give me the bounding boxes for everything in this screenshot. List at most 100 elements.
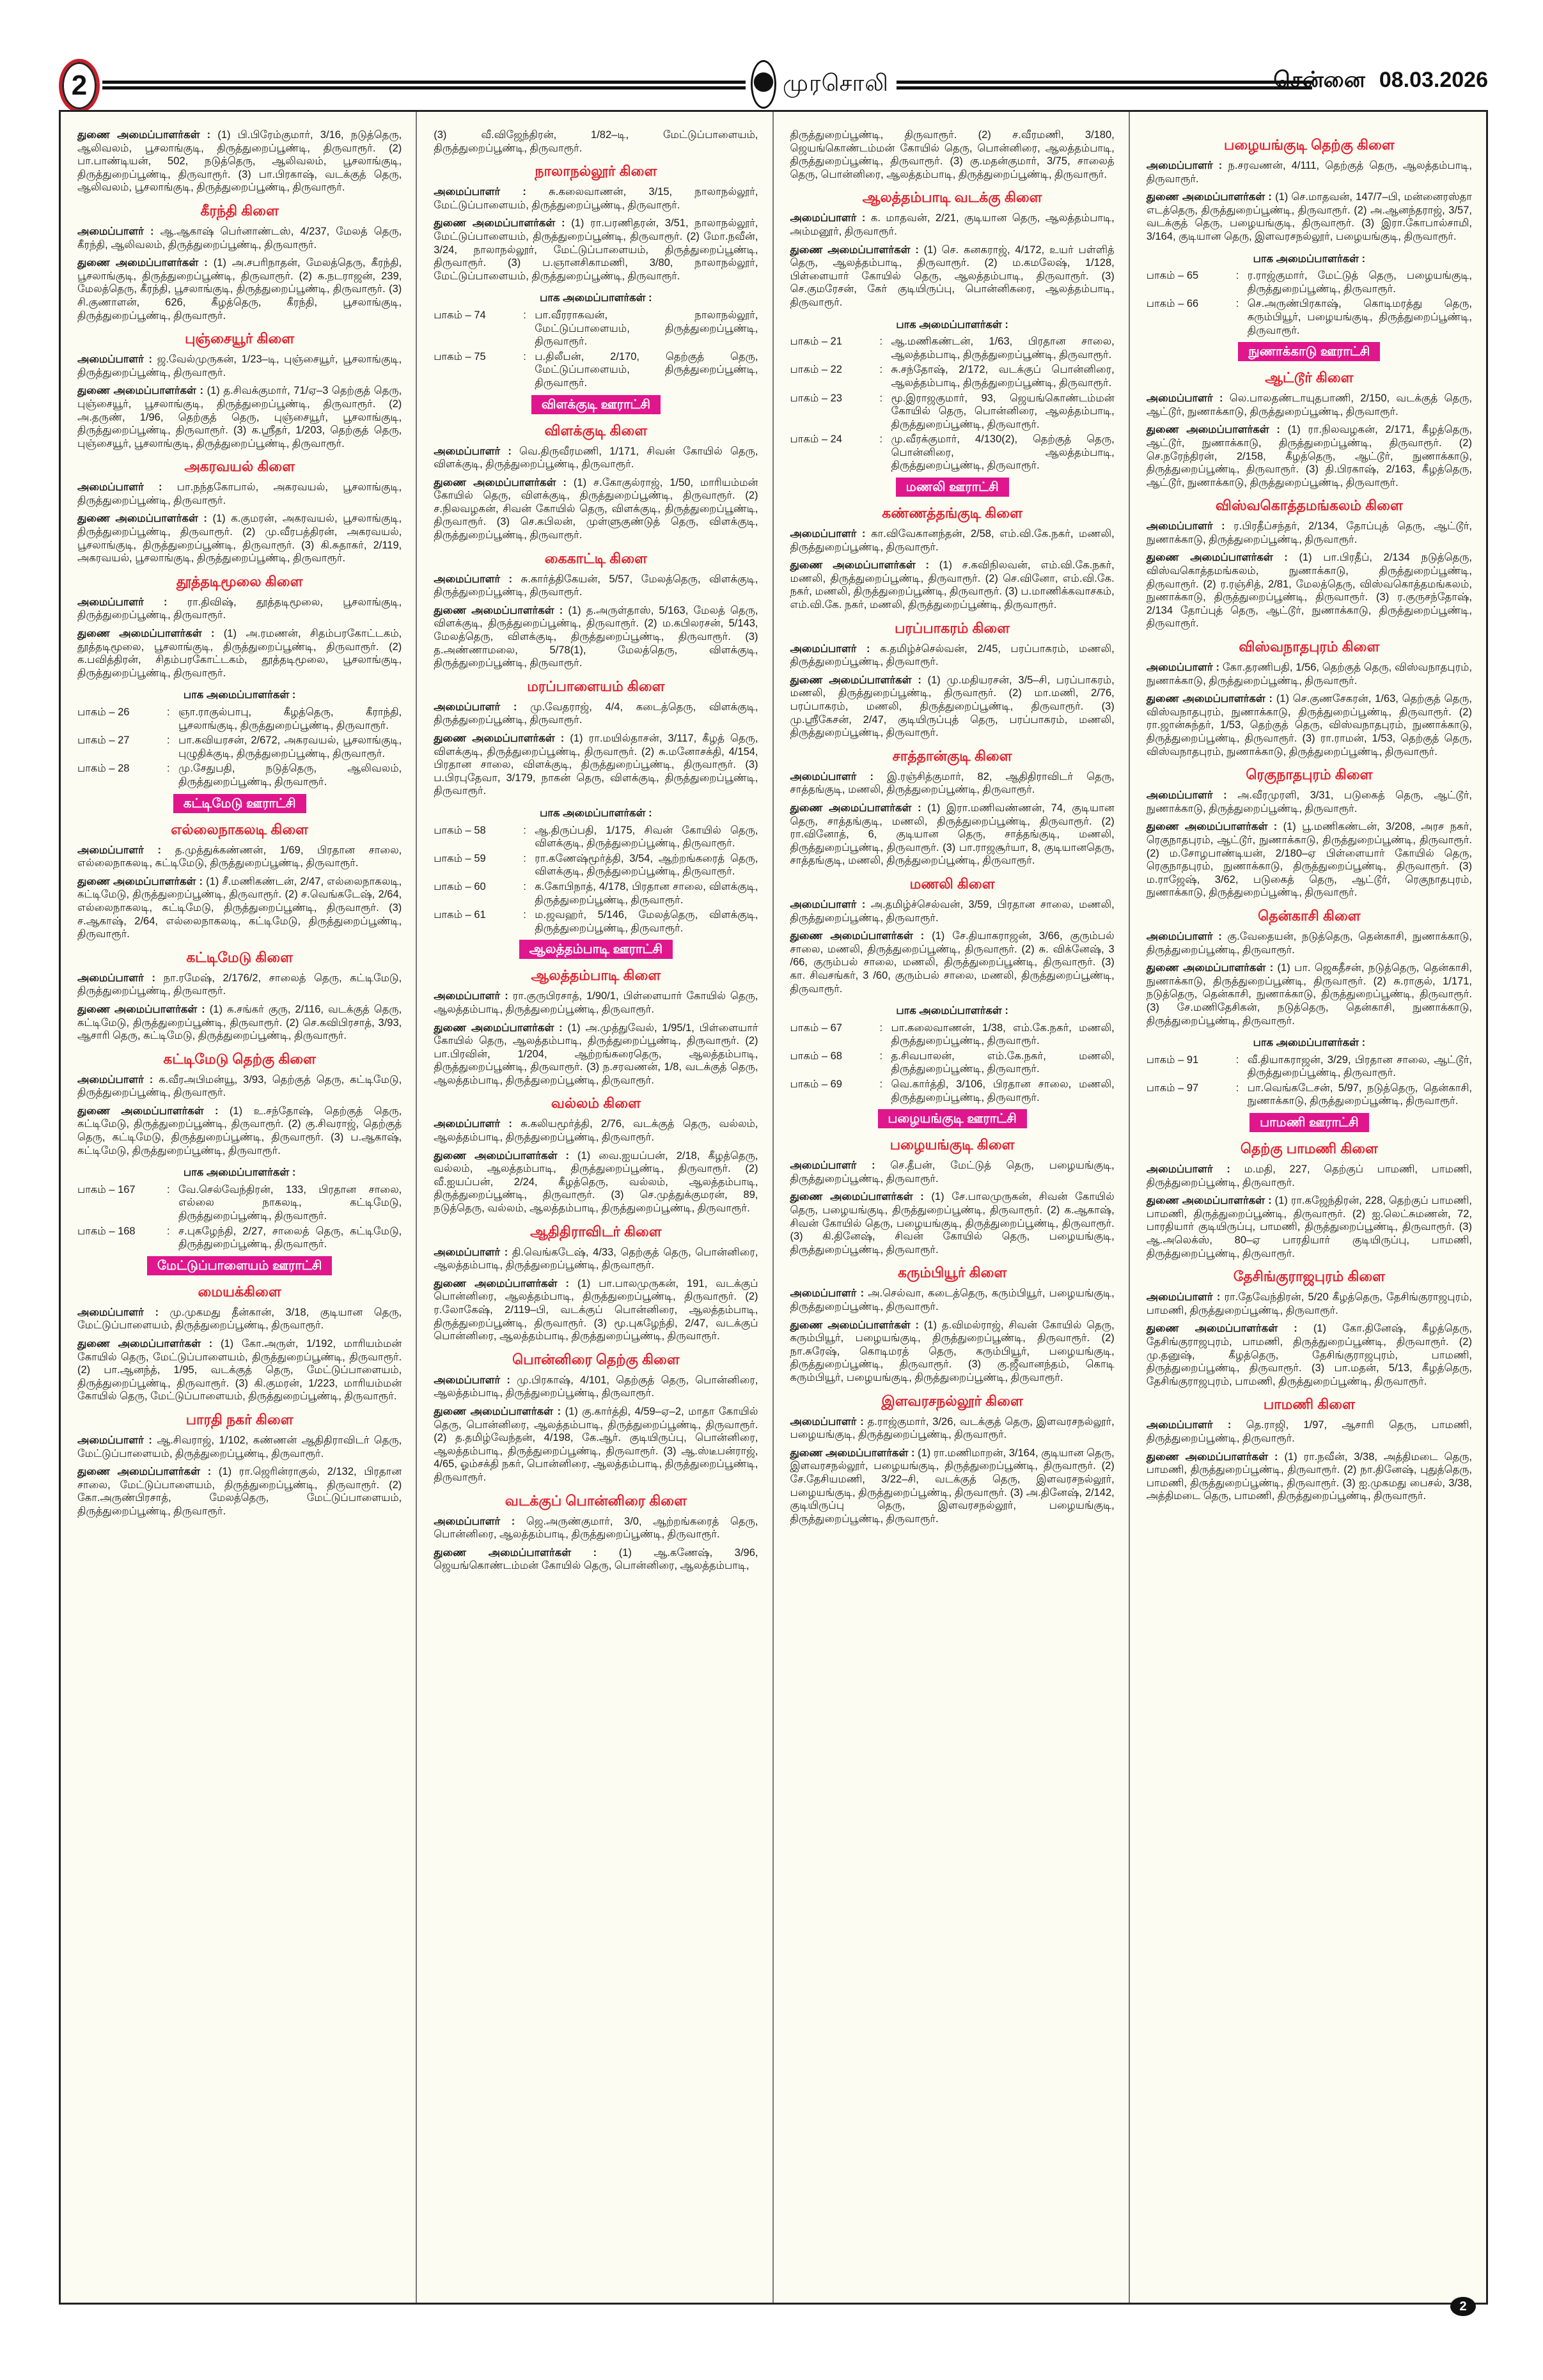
part-entry: மு.சேதுபதி, நடுத்தெரு, ஆலிவலம், திருத்து… xyxy=(178,763,402,788)
entry-text: (1) சீ.மணிகண்டன், 2/47, எல்லைநாகலடி, கட்… xyxy=(77,875,402,940)
role-label: அமைப்பாளர் : xyxy=(77,481,162,494)
part-label: பாகம் – 22 xyxy=(790,364,842,376)
masthead: 2 முரசொலி சென்னை 08.03.2026 xyxy=(59,59,1488,113)
role-label: அமைப்பாளர் : xyxy=(1146,160,1223,171)
organiser-entry: அமைப்பாளர் : ஆ.ஆகாஷ் பெர்னாண்டஸ், 4/237,… xyxy=(77,225,402,251)
newspaper-logo: முரசொலி xyxy=(751,60,889,109)
branch-heading: வல்லம் கிளை xyxy=(551,1095,641,1112)
entry-text: (1) செ.குணசேகரன், 1/63, தெற்குத் தெரு, வ… xyxy=(1146,693,1472,758)
entry-text: க. மாதவன், 2/21, குடியான தெரு, ஆலத்தம்பா… xyxy=(790,212,1115,237)
role-label: அமைப்பாளர் : xyxy=(790,212,866,224)
part-label: பாகம் – 27 xyxy=(77,735,130,747)
organiser-entry: துணை அமைப்பாளர்கள் : (1) பா.பாலமுருகன், … xyxy=(434,1277,758,1343)
part-colon: : xyxy=(879,392,883,404)
organiser-entry: துணை அமைப்பாளர்கள் : (1) ரா.நிலவழகன், 2/… xyxy=(1147,423,1472,489)
organiser-entry: அமைப்பாளர் : ஜெ.அருண்குமார், 3/0, ஆற்றங்… xyxy=(434,1515,758,1541)
part-colon: : xyxy=(1235,298,1239,310)
part-label: பாகம் – 65 xyxy=(1146,270,1199,282)
organiser-entry: துணை அமைப்பாளர்கள் : (1) உ.சந்தோஷ், தெற்… xyxy=(77,1105,402,1157)
organiser-entry: அமைப்பாளர் : க. மாதவன், 2/21, குடியான தெ… xyxy=(790,212,1115,238)
part-label: பாகம் – 61 xyxy=(434,909,486,921)
continued-text: திருத்துறைப்பூண்டி, திருவாரூர். (2) ச.வீ… xyxy=(790,128,1115,181)
branch-heading: விஸ்வநாதபுரம் கிளை xyxy=(1239,639,1380,655)
newspaper-name: முரசொலி xyxy=(783,69,889,96)
organiser-entry: துணை அமைப்பாளர்கள் : (1) ச.கோகுல்ராஜ், 1… xyxy=(434,476,758,542)
part-entry: மு.வீரக்குமார், 4/130(2), தெற்குத் தெரு,… xyxy=(891,433,1115,472)
organiser-entry: துணை அமைப்பாளர்கள் : (1) த.விமல்ராஜ், சி… xyxy=(790,1319,1115,1385)
entry-text: அ.தமிழ்ச்செல்வன், 3/59, பிரதான சாலை, மணல… xyxy=(790,898,1115,924)
part-colon: : xyxy=(167,735,170,747)
organiser-entry: அமைப்பாளர் : க.வீரஅபிமன்யூ, 3/93, தெற்கு… xyxy=(77,1073,402,1100)
role-label: துணை அமைப்பாளர்கள் : xyxy=(790,1319,920,1331)
part-label: பாகம் – 75 xyxy=(434,350,486,362)
organiser-entry: அமைப்பாளர் : த.ராஜ்குமார், 3/26, வடக்குத… xyxy=(790,1415,1115,1442)
organiser-entry: அமைப்பாளர் : ம.மதி, 227, தெற்குப் பாமணி,… xyxy=(1147,1163,1472,1189)
organiser-entry: துணை அமைப்பாளர்கள் : (1) ரா.பரணிதரன், 3/… xyxy=(434,217,758,283)
section-subheading: பாக அமைப்பாளர்கள் : xyxy=(540,807,652,819)
organiser-entry: துணை அமைப்பாளர்கள் : (1) ரா.ஜெரின்ராகுல்… xyxy=(77,1465,402,1518)
role-label: அமைப்பாளர் : xyxy=(1146,520,1225,533)
header-rule-left xyxy=(102,81,746,89)
role-label: அமைப்பாளர் : xyxy=(790,770,874,782)
organiser-entry: துணை அமைப்பாளர்கள் : (1) கு.கார்த்தி, 4/… xyxy=(434,1405,758,1484)
entry-text: கோ.தரணிபதி, 1/56, தெற்குத் தெரு, விஸ்வநா… xyxy=(1146,662,1472,687)
role-label: துணை அமைப்பாளர்கள் : xyxy=(790,244,919,256)
part-row: பாகம் – 65: ர.ராஜ்குமார், மேட்டுத் தெரு, … xyxy=(1147,269,1472,295)
panchayat-banner-label: கட்டிமேடு ஊராட்சி xyxy=(173,793,306,813)
part-row: பாகம் – 168: ச.புகழேந்தி, 2/27, சாலைத் தெ… xyxy=(77,1225,402,1251)
entry-text: க.வீரஅபிமன்யூ, 3/93, தெற்குத் தெரு, கட்ட… xyxy=(77,1073,402,1099)
column-1: துணை அமைப்பாளர்கள் : (1) பி.பிரேம்குமார்… xyxy=(61,112,418,2303)
panchayat-banner: பழையங்குடி ஊராட்சி xyxy=(790,1109,1115,1129)
part-entry: பா.கவியரசன், 2/672, அகரவயல், பூசலாங்குடி… xyxy=(178,735,402,759)
organiser-entry: துணை அமைப்பாளர்கள் : (1) ரா.கஜேந்திரன், … xyxy=(1147,1194,1472,1260)
entry-text: (1) சே.தியாகராஜன், 3/66, குரும்பல் சாலை,… xyxy=(790,930,1115,995)
part-row: பாகம் – 22: சு.சந்தோஷ், 2/172, வடக்குப் ப… xyxy=(790,363,1115,389)
organiser-entry: துணை அமைப்பாளர்கள் : (1) க.குமரன், அகரவய… xyxy=(77,512,402,564)
part-row: பாகம் – 61: ம.ஜவஹர், 5/146, மேலத்தெரு, வி… xyxy=(434,908,758,935)
panchayat-banner-label: விளக்குடி ஊராட்சி xyxy=(531,394,661,414)
branch-heading: புஞ்சையூர் கிளை xyxy=(185,331,295,347)
part-entry: சு.சந்தோஷ், 2/172, வடக்குப் பொன்னிரை, ஆல… xyxy=(891,364,1115,389)
role-label: துணை அமைப்பாளர்கள் : xyxy=(790,930,925,942)
organiser-entry: அமைப்பாளர் : நா.ரமேஷ், 2/176/2, சாலைத் த… xyxy=(77,972,402,998)
organiser-entry: அமைப்பாளர் : லெ.பாலதண்டாயுதபாணி, 2/150, … xyxy=(1147,392,1472,418)
article-columns: துணை அமைப்பாளர்கள் : (1) பி.பிரேம்குமார்… xyxy=(59,110,1488,2305)
entry-text: (1) பா.பிரதீப், 2/134 நடுத்தெரு, விஸ்வகொ… xyxy=(1146,552,1472,630)
organiser-entry: அமைப்பாளர் : மு.பிரகாஷ், 4/101, தெற்குத்… xyxy=(434,1374,758,1400)
column-3: திருத்துறைப்பூண்டி, திருவாரூர். (2) ச.வீ… xyxy=(774,112,1130,2303)
part-entry: பா.வீரராகவன், நாலாநல்லூர், மேட்டுப்பாளைய… xyxy=(535,309,758,348)
panchayat-banner-label: பழையங்குடி ஊராட்சி xyxy=(877,1109,1027,1129)
part-entry: மூ.இராஜகுமார், 93, ஜெயங்கொண்டம்மன் கோயில… xyxy=(891,392,1115,430)
branch-heading: சாத்தான்குடி கிளை xyxy=(892,747,1012,764)
role-label: துணை அமைப்பாளர்கள் : xyxy=(1146,962,1274,974)
role-label: துணை அமைப்பாளர்கள் : xyxy=(434,604,563,616)
entry-text: த.ராஜ்குமார், 3/26, வடக்குத் தெரு, இளவரச… xyxy=(790,1415,1115,1441)
section-subheading: பாக அமைப்பாளர்கள் : xyxy=(1253,1037,1366,1049)
entry-text: (1) உ.சந்தோஷ், தெற்குத் தெரு, கட்டிமேடு,… xyxy=(77,1105,402,1156)
organiser-entry: துணை அமைப்பாளர்கள் : (1) கோ.தினேஷ், கீழத… xyxy=(1147,1322,1472,1388)
part-row: பாகம் – 167: வே.செல்வேந்திரன், 133, பிரதா… xyxy=(77,1183,402,1223)
role-label: துணை அமைப்பாளர்கள் : xyxy=(77,385,203,397)
role-label: துணை அமைப்பாளர்கள் : xyxy=(1146,191,1272,203)
section-subheading: பாக அமைப்பாளர்கள் : xyxy=(183,1167,296,1179)
entry-text: மு.முகமது தீன்கான், 3/18, குடியான தெரு, … xyxy=(77,1306,402,1332)
organiser-entry: அமைப்பாளர் : பா.நந்தகோபால், அகரவயல், பூச… xyxy=(77,481,402,507)
part-label: பாகம் – 26 xyxy=(77,706,130,718)
entry-text: க.தமிழ்ச்செல்வன், 2/45, பரப்பாகரம், மணலி… xyxy=(790,642,1115,668)
branch-heading: கீரந்தி கிளை xyxy=(200,202,279,219)
entry-text: ரா.திவிஷ், தூத்தடிமூலை, பூசலாங்குடி, திர… xyxy=(77,596,402,621)
role-label: அமைப்பாளர் : xyxy=(434,1246,508,1258)
branch-heading: மணலி கிளை xyxy=(909,875,995,892)
organiser-entry: அமைப்பாளர் : ரா.குருபிரசாத், 1/90/1, பிள… xyxy=(434,990,758,1016)
branch-heading: அகரவயல் கிளை xyxy=(184,458,295,475)
part-row: பாகம் – 27: பா.கவியரசன், 2/672, அகரவயல், … xyxy=(77,734,402,760)
role-label: அமைப்பாளர் : xyxy=(790,1415,864,1427)
part-label: பாகம் – 58 xyxy=(434,824,486,836)
role-label: துணை அமைப்பாளர்கள் : xyxy=(1146,1451,1278,1463)
part-colon: : xyxy=(879,1050,883,1062)
branch-heading: மரப்பாளையம் கிளை xyxy=(527,678,665,694)
panchayat-banner: மணலி ஊராட்சி xyxy=(790,478,1115,497)
organiser-entry: அமைப்பாளர் : கா.விவேகானந்தன், 2/58, எம்.… xyxy=(790,527,1115,554)
entry-text: லெ.பாலதண்டாயுதபாணி, 2/150, வடக்குத் தெரு… xyxy=(1146,393,1472,417)
entry-text: (1) த.விமல்ராஜ், சிவன் கோயில் தெரு, கரும… xyxy=(790,1319,1115,1383)
